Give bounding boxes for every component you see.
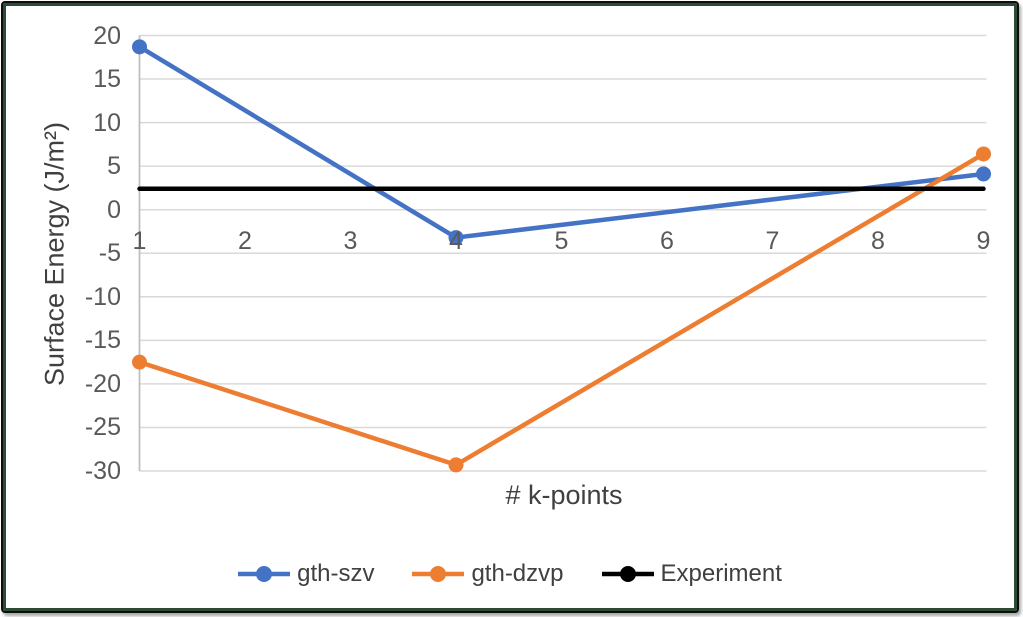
x-tick-label: 5 xyxy=(554,227,569,255)
data-point-gth-dzvp xyxy=(448,457,464,473)
x-tick-label: 6 xyxy=(660,227,674,255)
y-tick-label: 20 xyxy=(93,21,121,50)
y-tick-label: -5 xyxy=(98,239,121,268)
legend-label: gth-szv xyxy=(297,560,375,587)
y-axis-title: Surface Energy (J/m²) xyxy=(39,121,70,387)
legend-item-experiment: Experiment xyxy=(601,560,782,588)
x-tick-label: 3 xyxy=(343,227,358,255)
data-point-gth-dzvp xyxy=(976,146,991,162)
legend-line-marker-icon xyxy=(601,566,654,582)
y-tick-label: -30 xyxy=(84,457,121,485)
legend-label: Experiment xyxy=(660,560,782,587)
data-point-gth-dzvp xyxy=(132,354,147,370)
y-tick-label: -20 xyxy=(84,369,121,398)
data-point-gth-szv xyxy=(448,230,464,246)
plot-area xyxy=(132,34,991,473)
x-tick-label: 8 xyxy=(871,227,885,255)
y-tick-label: 0 xyxy=(107,195,121,224)
y-tick-label: -10 xyxy=(84,282,121,311)
x-tick-label: 2 xyxy=(238,227,252,255)
y-tick-label: 5 xyxy=(107,152,121,181)
x-tick-label: 9 xyxy=(976,227,991,255)
data-point-gth-szv xyxy=(132,39,147,55)
legend-item-gth-szv: gth-szv xyxy=(238,560,374,588)
x-tick-label: 7 xyxy=(765,227,780,255)
legend: gth-szv gth-dzvp Experiment xyxy=(3,559,1017,589)
y-tick-label: -15 xyxy=(84,326,121,355)
legend-item-gth-dzvp: gth-dzvp xyxy=(412,560,564,588)
x-tick-label: 1 xyxy=(132,227,147,255)
y-tick-label: -25 xyxy=(84,413,121,442)
legend-line-marker-icon xyxy=(238,566,291,582)
x-tick-label: 4 xyxy=(449,227,463,255)
line-chart: 20 15 10 5 0 -5 -10 -15 -20 -25 -30 1 2 3 4 5 6 7 8 9 Surf… xyxy=(3,3,1017,611)
x-axis-title: # k-points xyxy=(505,480,623,510)
series-line-gth-dzvp xyxy=(137,151,986,468)
y-tick-label: 10 xyxy=(93,108,121,137)
data-point-gth-szv xyxy=(976,166,991,182)
legend-line-marker-icon xyxy=(412,566,465,582)
legend-label: gth-dzvp xyxy=(471,560,564,587)
y-tick-label: 15 xyxy=(93,65,121,94)
